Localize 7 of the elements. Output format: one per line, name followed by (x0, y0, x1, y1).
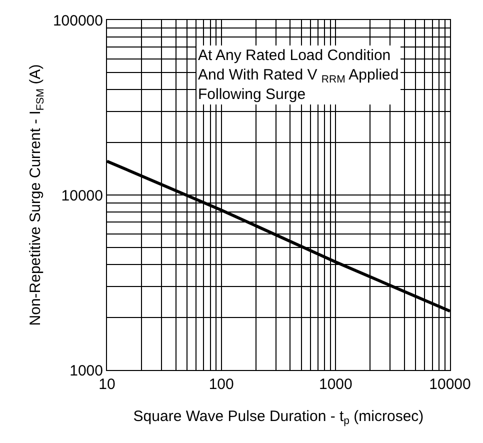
y-tick-label: 100000 (52, 12, 103, 30)
x-tick-label: 100 (208, 376, 234, 393)
x-axis-title: Square Wave Pulse Duration - t$_{p}$ (microsec) (133, 408, 424, 428)
x-tick-label: 1000 (318, 376, 352, 393)
text: At Any Rated Load Condition And With Rated V $_{RRM}$ Applied Following Surge (198, 47, 399, 103)
x-tick-label: 10000 (429, 376, 471, 393)
y-tick-label: 10000 (61, 187, 103, 204)
